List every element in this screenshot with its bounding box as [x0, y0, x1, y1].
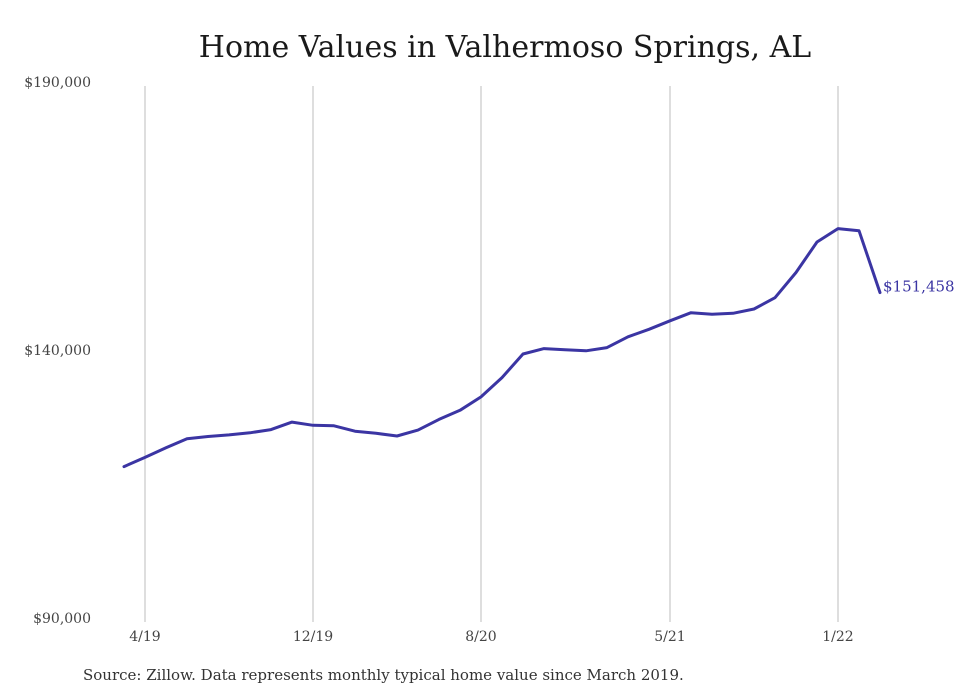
- x-tick-label: 8/20: [465, 629, 496, 645]
- y-tick-label: $90,000: [33, 611, 91, 627]
- chart-title: Home Values in Valhermoso Springs, AL: [198, 30, 812, 65]
- series-line: [122, 227, 882, 469]
- y-axis-ticks: $190,000 $140,000 $90,000: [24, 75, 91, 627]
- x-tick-label: 4/19: [129, 629, 160, 645]
- x-tick-label: 1/22: [822, 629, 853, 645]
- source-note: Source: Zillow. Data represents monthly …: [83, 666, 684, 684]
- gridlines: [144, 86, 839, 622]
- series-line-group: [122, 227, 882, 469]
- x-axis-ticks: 4/19 12/19 8/20 5/21 1/22: [129, 629, 853, 645]
- end-value-label: $151,458: [883, 278, 955, 296]
- data-labels: $151,458: [883, 278, 955, 296]
- y-tick-label: $140,000: [24, 343, 91, 359]
- x-tick-label: 12/19: [293, 629, 333, 645]
- x-tick-label: 5/21: [654, 629, 685, 645]
- y-tick-label: $190,000: [24, 75, 91, 91]
